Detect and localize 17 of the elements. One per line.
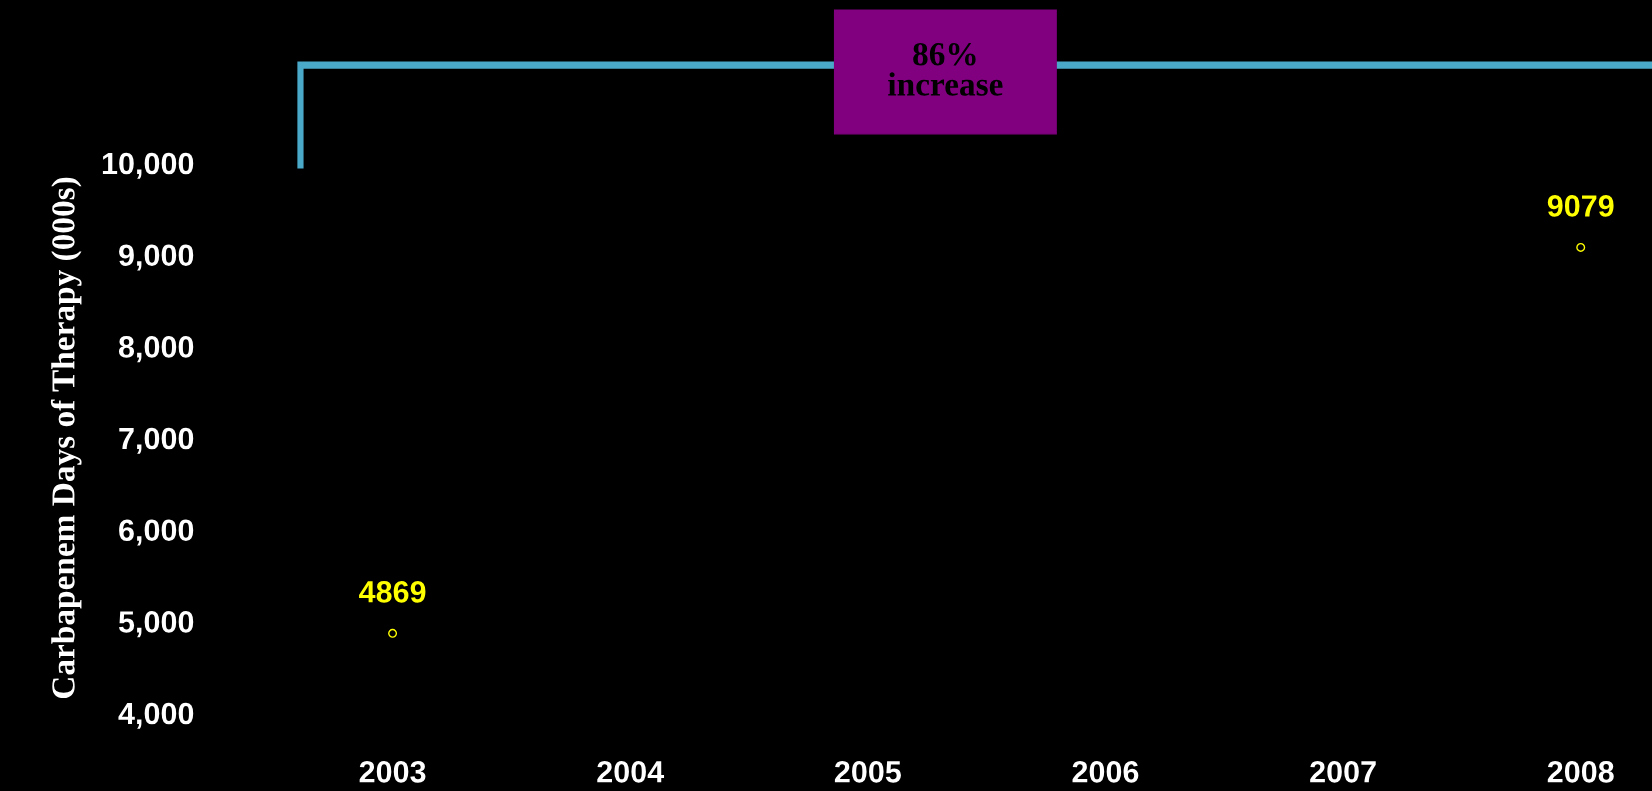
data-label: 9079 bbox=[1547, 195, 1614, 217]
y-axis-title: Carbapenem Days of Therapy (000s) bbox=[50, 177, 82, 699]
x-tick-label: 2005 bbox=[834, 761, 901, 783]
x-tick-label: 2003 bbox=[359, 761, 426, 783]
y-tick-label: 8,000 bbox=[118, 336, 194, 363]
x-tick-label: 2004 bbox=[597, 761, 665, 783]
x-tick-label: 2007 bbox=[1310, 761, 1376, 783]
x-tick-label: 2008 bbox=[1547, 761, 1614, 783]
y-tick-label: 10,000 bbox=[102, 152, 194, 179]
y-tick-label: 7,000 bbox=[119, 427, 194, 454]
y-tick-label: 9,000 bbox=[119, 244, 194, 271]
data-label: 4869 bbox=[359, 581, 426, 603]
text: 86% increase bbox=[888, 42, 1003, 96]
y-tick-label: 4,000 bbox=[118, 702, 194, 729]
y-tick-label: 5,000 bbox=[118, 611, 194, 638]
x-tick-label: 2006 bbox=[1072, 761, 1139, 783]
y-tick-label: 6,000 bbox=[119, 519, 194, 546]
